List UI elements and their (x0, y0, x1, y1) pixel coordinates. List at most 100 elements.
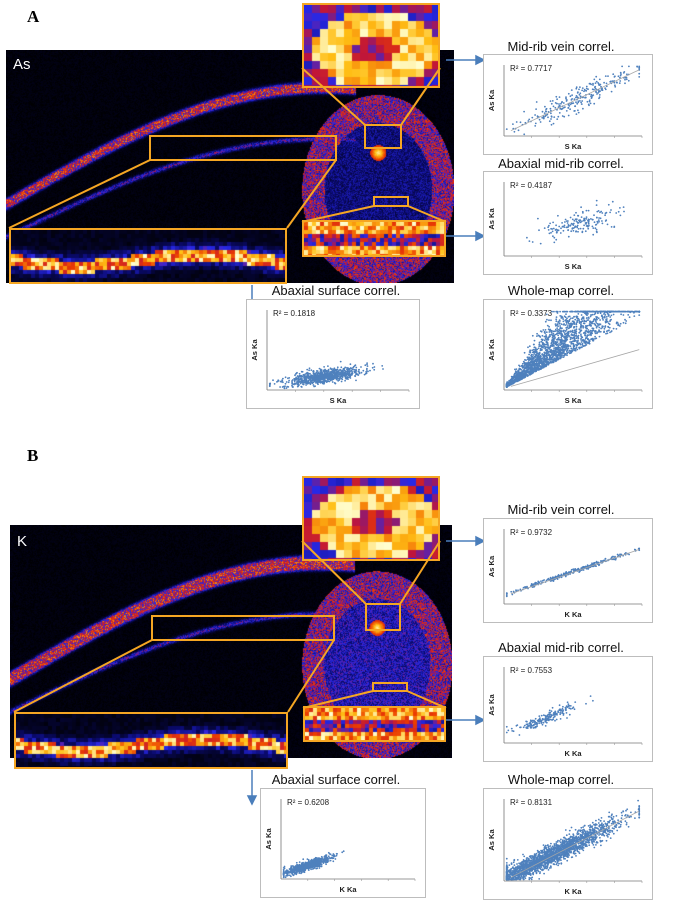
data-point (555, 318, 558, 321)
data-point (539, 330, 542, 332)
data-point (331, 375, 334, 378)
data-point (603, 316, 606, 319)
data-point (542, 117, 545, 120)
data-point (627, 310, 630, 313)
data-point (623, 71, 626, 73)
data-point (327, 365, 329, 367)
data-point (321, 374, 323, 377)
data-point (551, 360, 553, 363)
data-point (303, 381, 306, 384)
data-point (638, 72, 641, 75)
data-point (557, 214, 559, 217)
data-point (540, 363, 543, 365)
data-point (543, 343, 545, 346)
data-point (323, 366, 325, 368)
data-point (605, 310, 607, 313)
data-point (546, 349, 549, 351)
data-point (542, 329, 545, 331)
data-point (286, 874, 288, 877)
data-point (538, 345, 541, 348)
data-point (556, 312, 559, 314)
data-point (284, 382, 287, 385)
data-point (369, 369, 371, 372)
data-point (580, 567, 583, 570)
data-point (547, 347, 549, 349)
data-point (310, 375, 313, 378)
data-point (319, 372, 321, 375)
data-point (572, 222, 575, 225)
data-point (505, 731, 508, 734)
data-point (574, 335, 577, 337)
data-point (550, 118, 552, 120)
data-point (511, 730, 514, 732)
data-point (331, 369, 334, 372)
data-point (543, 363, 546, 366)
data-point (608, 326, 611, 329)
data-point (585, 218, 588, 220)
data-point (526, 364, 529, 367)
data-point (316, 377, 318, 380)
data-point (545, 340, 548, 343)
data-points (505, 65, 641, 136)
data-point (366, 363, 368, 366)
data-point (604, 220, 607, 222)
data-point (592, 227, 595, 229)
data-point (601, 560, 604, 562)
data-point (366, 365, 369, 367)
data-point (573, 219, 576, 222)
data-point (600, 560, 603, 562)
data-point (552, 227, 555, 230)
data-point (580, 101, 582, 104)
data-point (552, 334, 555, 337)
data-points (526, 199, 625, 245)
data-point (567, 106, 570, 109)
data-point (541, 116, 544, 119)
data-point (616, 321, 619, 324)
data-point (585, 324, 587, 327)
data-point (513, 130, 516, 133)
data-point (521, 375, 524, 378)
data-point (584, 565, 587, 568)
data-point (572, 102, 575, 104)
data-point (625, 320, 628, 322)
data-point (574, 701, 577, 703)
data-point (580, 325, 583, 328)
data-point (546, 318, 548, 321)
data-point (282, 867, 285, 869)
data-point (327, 369, 330, 372)
data-point (357, 374, 360, 376)
data-point (547, 716, 550, 719)
data-point (536, 335, 538, 337)
data-point (545, 338, 548, 341)
data-point (546, 324, 549, 327)
data-point (585, 85, 588, 88)
data-point (625, 78, 628, 81)
data-point (341, 374, 344, 377)
r-squared-label: R² = 0.7717 (510, 64, 553, 73)
data-point (575, 323, 578, 326)
data-point (527, 120, 530, 122)
data-point (296, 371, 298, 374)
data-point (596, 210, 599, 213)
data-point (544, 329, 547, 331)
data-point (619, 74, 622, 77)
data-point (619, 310, 621, 313)
data-point (536, 724, 538, 726)
data-point (510, 377, 513, 380)
data-point (307, 377, 309, 380)
data-point (518, 734, 521, 736)
data-point (582, 332, 585, 334)
data-point (530, 369, 533, 372)
data-point (573, 339, 576, 342)
data-point (575, 230, 577, 233)
data-point (580, 206, 582, 209)
data-point (348, 371, 351, 374)
midrib-vein-inset (302, 3, 440, 88)
data-point (594, 331, 596, 333)
data-point (638, 314, 641, 316)
data-point (606, 332, 609, 335)
data-point (329, 376, 332, 378)
data-point (565, 97, 567, 100)
data-point (523, 364, 526, 367)
